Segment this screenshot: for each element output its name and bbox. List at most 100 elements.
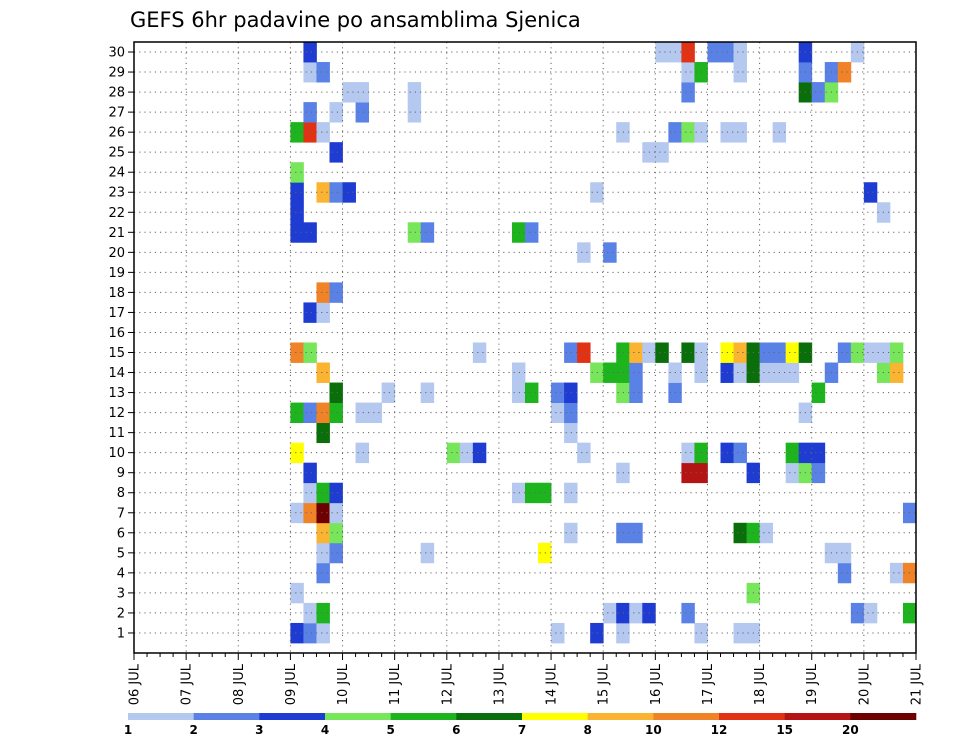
y-tick-label: 20 bbox=[108, 246, 125, 261]
y-tick-label: 22 bbox=[108, 206, 125, 221]
y-tick-label: 17 bbox=[108, 306, 125, 321]
colorbar-tick-label: 15 bbox=[776, 723, 793, 737]
heatmap-cell bbox=[603, 362, 617, 383]
colorbar-segment bbox=[456, 713, 523, 720]
colorbar-segment bbox=[719, 713, 785, 720]
heatmap-cell bbox=[316, 562, 330, 584]
heatmap-cell bbox=[316, 522, 330, 544]
heatmap-cell bbox=[290, 202, 304, 223]
colorbar-tick-label: 8 bbox=[583, 723, 591, 737]
y-tick-label: 21 bbox=[108, 226, 125, 241]
heatmap-cell bbox=[303, 122, 317, 143]
heatmap-cell bbox=[290, 402, 304, 424]
axes: 1234567891011121314151617181920212223242… bbox=[108, 41, 925, 705]
heatmap-cell bbox=[290, 342, 304, 363]
heatmap-cell bbox=[303, 602, 317, 624]
heatmap-cell bbox=[733, 442, 747, 464]
heatmap-cell bbox=[446, 442, 461, 464]
colorbar-segment bbox=[850, 713, 917, 720]
colorbar-segment bbox=[522, 713, 588, 720]
x-tick-label: 09 JUL bbox=[284, 663, 299, 705]
heatmap-cell bbox=[681, 82, 695, 103]
heatmap-cell bbox=[655, 142, 669, 163]
y-tick-label: 30 bbox=[108, 46, 125, 61]
heatmap-cell bbox=[342, 82, 356, 103]
heatmap-cell bbox=[681, 462, 695, 484]
grid-lines bbox=[134, 42, 916, 653]
heatmap-cell bbox=[551, 622, 565, 644]
heatmap-cell bbox=[290, 582, 304, 604]
y-tick-label: 19 bbox=[108, 266, 125, 281]
heatmap-cell bbox=[629, 602, 643, 624]
heatmap-cell bbox=[290, 182, 304, 203]
y-tick-label: 24 bbox=[108, 166, 125, 181]
heatmap-cell bbox=[733, 522, 747, 544]
heatmap-cell bbox=[785, 442, 800, 464]
heatmap-cell bbox=[837, 62, 852, 83]
heatmap-cell bbox=[316, 422, 330, 444]
heatmap-cell bbox=[525, 222, 539, 243]
y-tick-label: 26 bbox=[108, 126, 125, 141]
heatmap-cell bbox=[681, 42, 695, 63]
x-tick-label: 07 JUL bbox=[180, 663, 195, 705]
heatmap-cell bbox=[733, 622, 747, 644]
heatmap-cell bbox=[316, 542, 330, 564]
heatmap-cell bbox=[655, 342, 669, 363]
colorbar-segment bbox=[259, 713, 326, 720]
colorbar: 1 2 3 4 5 6 7 8 10 12 15 20 bbox=[124, 713, 917, 737]
colorbar-segment bbox=[784, 713, 851, 720]
heatmap-cell bbox=[316, 122, 330, 143]
x-tick-label: 16 JUL bbox=[649, 663, 664, 705]
y-tick-label: 1 bbox=[117, 626, 125, 641]
heatmap-cell bbox=[290, 622, 304, 644]
heatmap-cell bbox=[381, 382, 396, 403]
heatmap-cell bbox=[355, 82, 369, 103]
heatmap-cell bbox=[681, 442, 695, 464]
y-tick-label: 23 bbox=[108, 186, 125, 201]
colorbar-tick-label: 2 bbox=[189, 723, 197, 737]
x-tick-label: 17 JUL bbox=[701, 663, 716, 705]
heatmap-cell bbox=[538, 542, 552, 564]
heatmap-cell bbox=[733, 62, 747, 83]
heatmap-cell bbox=[629, 342, 643, 363]
x-tick-label: 14 JUL bbox=[545, 663, 560, 705]
heatmap-cell bbox=[655, 42, 669, 63]
heatmap-cell bbox=[629, 382, 643, 403]
heatmap-cell bbox=[681, 602, 695, 624]
heatmap-cell bbox=[303, 42, 317, 63]
y-tick-label: 16 bbox=[108, 326, 125, 341]
heatmap-cell bbox=[681, 342, 695, 363]
heatmap-cell bbox=[329, 402, 343, 424]
x-tick-label: 20 JUL bbox=[857, 663, 872, 705]
colorbar-tick-label: 4 bbox=[321, 723, 329, 737]
heatmap-cell bbox=[303, 402, 317, 424]
heatmap-cell bbox=[603, 242, 617, 263]
heatmap-cell bbox=[733, 42, 747, 63]
heatmap-cell bbox=[407, 102, 422, 123]
heatmap-cell bbox=[316, 62, 330, 83]
colorbar-segment bbox=[193, 713, 260, 720]
heatmap-cell bbox=[329, 542, 343, 564]
colorbar-tick-label: 20 bbox=[842, 723, 859, 737]
heatmap-cell bbox=[603, 602, 617, 624]
heatmap-cell bbox=[303, 62, 317, 83]
x-tick-label: 15 JUL bbox=[597, 663, 612, 705]
heatmap-cell bbox=[759, 522, 774, 544]
heatmap-cell bbox=[811, 382, 826, 403]
heatmap-cell bbox=[329, 382, 343, 403]
heatmap-cell bbox=[407, 222, 422, 243]
y-tick-label: 4 bbox=[117, 566, 125, 581]
heatmap-cell bbox=[811, 462, 826, 484]
heatmap-cell bbox=[511, 362, 526, 383]
x-tick-label: 21 JUL bbox=[910, 663, 925, 705]
x-tick-label: 13 JUL bbox=[492, 663, 507, 705]
heatmap-cell bbox=[329, 522, 343, 544]
heatmap-cell bbox=[538, 482, 552, 504]
heatmap-cell bbox=[303, 502, 317, 524]
x-tick-label: 08 JUL bbox=[232, 663, 247, 705]
heatmap-cell bbox=[329, 482, 343, 504]
y-tick-label: 2 bbox=[117, 606, 125, 621]
heatmap-cell bbox=[316, 502, 330, 524]
y-tick-label: 13 bbox=[108, 386, 125, 401]
heatmap-cell bbox=[355, 402, 369, 424]
